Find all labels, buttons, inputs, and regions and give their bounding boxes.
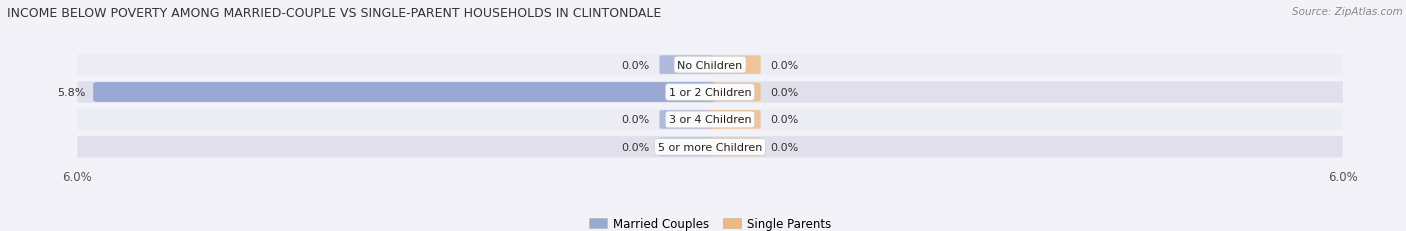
Text: 0.0%: 0.0% [621,142,650,152]
Text: Source: ZipAtlas.com: Source: ZipAtlas.com [1292,7,1403,17]
FancyBboxPatch shape [707,83,761,102]
Text: 0.0%: 0.0% [770,115,799,125]
FancyBboxPatch shape [659,56,713,75]
Text: 0.0%: 0.0% [621,115,650,125]
FancyBboxPatch shape [659,111,713,129]
Text: INCOME BELOW POVERTY AMONG MARRIED-COUPLE VS SINGLE-PARENT HOUSEHOLDS IN CLINTON: INCOME BELOW POVERTY AMONG MARRIED-COUPL… [7,7,661,20]
Text: 0.0%: 0.0% [770,60,799,70]
Text: 0.0%: 0.0% [770,142,799,152]
FancyBboxPatch shape [707,138,761,156]
Text: 0.0%: 0.0% [770,88,799,97]
Text: 0.0%: 0.0% [621,60,650,70]
Text: No Children: No Children [678,60,742,70]
Text: 5.8%: 5.8% [58,88,86,97]
FancyBboxPatch shape [707,111,761,129]
Legend: Married Couples, Single Parents: Married Couples, Single Parents [585,213,835,231]
Text: 5 or more Children: 5 or more Children [658,142,762,152]
FancyBboxPatch shape [77,137,1343,158]
FancyBboxPatch shape [707,56,761,75]
FancyBboxPatch shape [93,83,716,102]
FancyBboxPatch shape [659,138,713,156]
Text: 1 or 2 Children: 1 or 2 Children [669,88,751,97]
Text: 3 or 4 Children: 3 or 4 Children [669,115,751,125]
FancyBboxPatch shape [77,55,1343,76]
FancyBboxPatch shape [77,109,1343,131]
FancyBboxPatch shape [77,82,1343,103]
